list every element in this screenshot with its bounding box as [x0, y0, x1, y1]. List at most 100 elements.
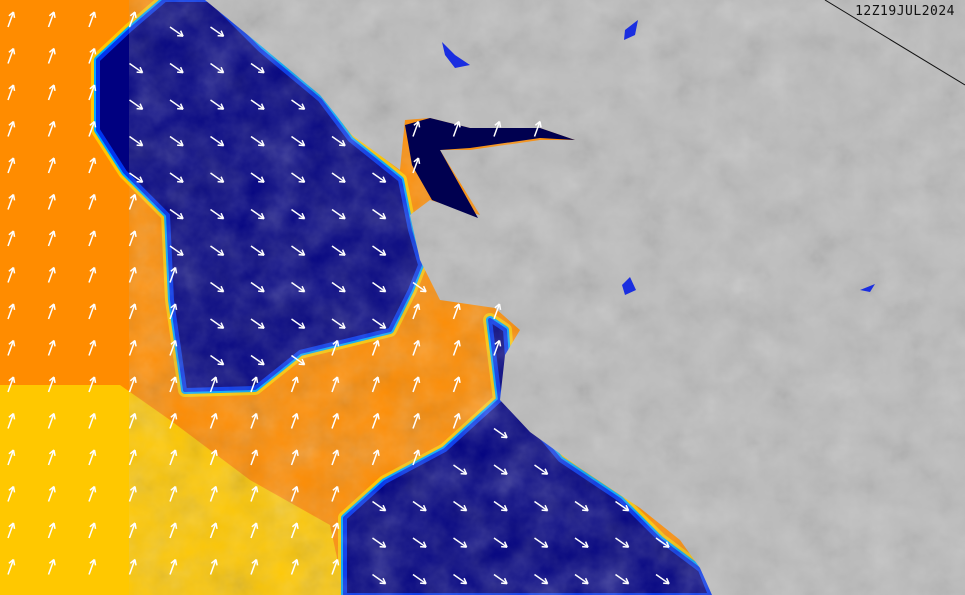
wave-arrow [47, 522, 56, 539]
wave-arrow [128, 230, 137, 247]
wave-arrow [655, 573, 670, 585]
wave-arrow [250, 412, 259, 429]
wave-arrow [129, 99, 144, 110]
wave-arrow [452, 303, 461, 320]
wave-arrow [169, 303, 178, 320]
wave-arrow [169, 266, 178, 283]
wave-arrow [88, 11, 97, 28]
wave-arrow [128, 376, 137, 393]
wave-arrow [47, 266, 56, 283]
wave-arrow [88, 522, 97, 539]
wave-arrow [493, 120, 502, 137]
wave-arrow [453, 500, 468, 512]
wave-arrow [169, 376, 178, 393]
wave-arrow [412, 376, 421, 393]
wave-arrow [372, 500, 387, 512]
wave-arrow [47, 339, 56, 356]
wave-arrow [493, 427, 508, 439]
wave-arrow [128, 266, 137, 283]
wave-arrow [169, 485, 178, 502]
wave-arrow [291, 172, 306, 183]
wave-arrow [250, 376, 259, 393]
wave-arrow [331, 558, 340, 575]
wave-arrow [128, 339, 137, 356]
wave-arrow [250, 318, 265, 329]
wave-arrow [169, 208, 184, 220]
wave-arrow [290, 449, 299, 466]
wave-arrow [290, 522, 299, 539]
wave-arrow [250, 99, 265, 110]
wave-arrow [210, 99, 225, 110]
wave-arrow [250, 135, 265, 147]
wave-arrow [169, 412, 178, 429]
wave-arrow [209, 449, 218, 466]
wave-arrow [412, 449, 421, 466]
wave-arrow [210, 26, 225, 37]
wave-arrow [372, 245, 387, 256]
wave-arrow [7, 412, 16, 429]
wave-arrow [7, 266, 16, 283]
wave-arrow [128, 449, 137, 466]
wave-arrow [47, 157, 56, 174]
wave-arrow [88, 485, 97, 502]
wave-arrow [453, 537, 468, 548]
wave-arrow [128, 485, 137, 502]
wave-arrow [331, 281, 346, 293]
wave-arrow [88, 47, 97, 64]
wave-arrow [88, 449, 97, 466]
wave-arrow [47, 558, 56, 575]
lake [442, 42, 470, 68]
wave-arrow [331, 172, 346, 183]
wave-arrow [331, 376, 340, 393]
wave-arrow [7, 485, 16, 502]
wave-arrow [7, 449, 16, 466]
wave-arrow [412, 120, 421, 137]
wave-arrow [169, 172, 184, 183]
wave-arrow [7, 376, 16, 393]
wave-arrow [371, 376, 380, 393]
wave-arrow [291, 281, 306, 293]
wave-arrow [47, 485, 56, 502]
wave-arrow [169, 339, 178, 356]
wave-arrow [331, 245, 346, 256]
wave-arrow [412, 157, 421, 174]
wave-arrow [412, 412, 421, 429]
wave-arrow [574, 500, 589, 512]
wave-arrow [412, 281, 427, 293]
wave-arrow [250, 62, 265, 74]
wave-arrow [250, 522, 259, 539]
navy-zone-south [338, 313, 717, 595]
wave-arrow [209, 522, 218, 539]
wave-arrow [250, 449, 259, 466]
wave-arrow [88, 339, 97, 356]
wave-arrow [210, 354, 225, 366]
wave-arrow [47, 303, 56, 320]
wave-arrow [47, 376, 56, 393]
wave-arrow [7, 11, 16, 28]
wave-arrow [371, 339, 380, 356]
wave-arrow [493, 573, 508, 585]
wave-arrow [169, 26, 184, 37]
wave-arrow [331, 208, 346, 220]
wave-arrow [290, 558, 299, 575]
forecast-timestamp: 12Z19JUL2024 [855, 4, 955, 19]
wave-arrow [7, 230, 16, 247]
wave-arrow [169, 558, 178, 575]
wave-arrow [452, 412, 461, 429]
wave-arrow [412, 339, 421, 356]
wave-arrow [210, 208, 225, 220]
wave-arrow [615, 500, 630, 512]
wave-arrow [250, 245, 265, 256]
wave-arrow [88, 157, 97, 174]
wave-arrow [533, 120, 542, 137]
wave-arrow [291, 245, 306, 256]
wave-arrow [372, 537, 387, 548]
wave-arrow [47, 47, 56, 64]
wave-arrow [7, 339, 16, 356]
wave-arrow [534, 573, 549, 585]
lake [624, 20, 638, 40]
wave-arrow [615, 537, 630, 548]
lake [860, 284, 875, 292]
wave-arrow [47, 193, 56, 210]
wave-arrow [88, 193, 97, 210]
